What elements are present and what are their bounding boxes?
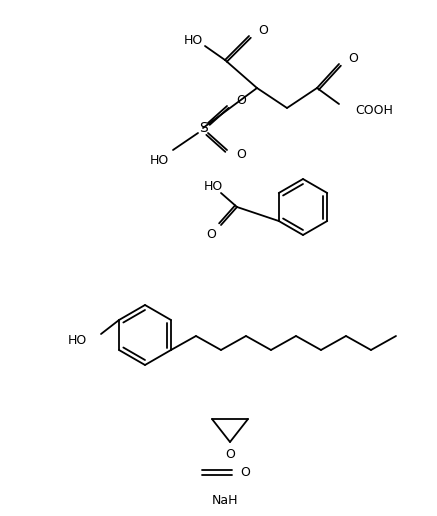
Text: S: S xyxy=(199,121,208,135)
Text: O: O xyxy=(236,149,246,162)
Text: HO: HO xyxy=(68,333,87,347)
Text: O: O xyxy=(206,229,216,241)
Text: HO: HO xyxy=(149,153,169,167)
Text: O: O xyxy=(258,24,268,37)
Text: HO: HO xyxy=(203,181,222,194)
Text: O: O xyxy=(240,465,250,478)
Text: O: O xyxy=(236,94,246,107)
Text: HO: HO xyxy=(184,34,203,46)
Text: COOH: COOH xyxy=(355,104,393,117)
Text: O: O xyxy=(225,448,235,461)
Text: NaH: NaH xyxy=(212,493,238,507)
Text: O: O xyxy=(348,52,358,64)
